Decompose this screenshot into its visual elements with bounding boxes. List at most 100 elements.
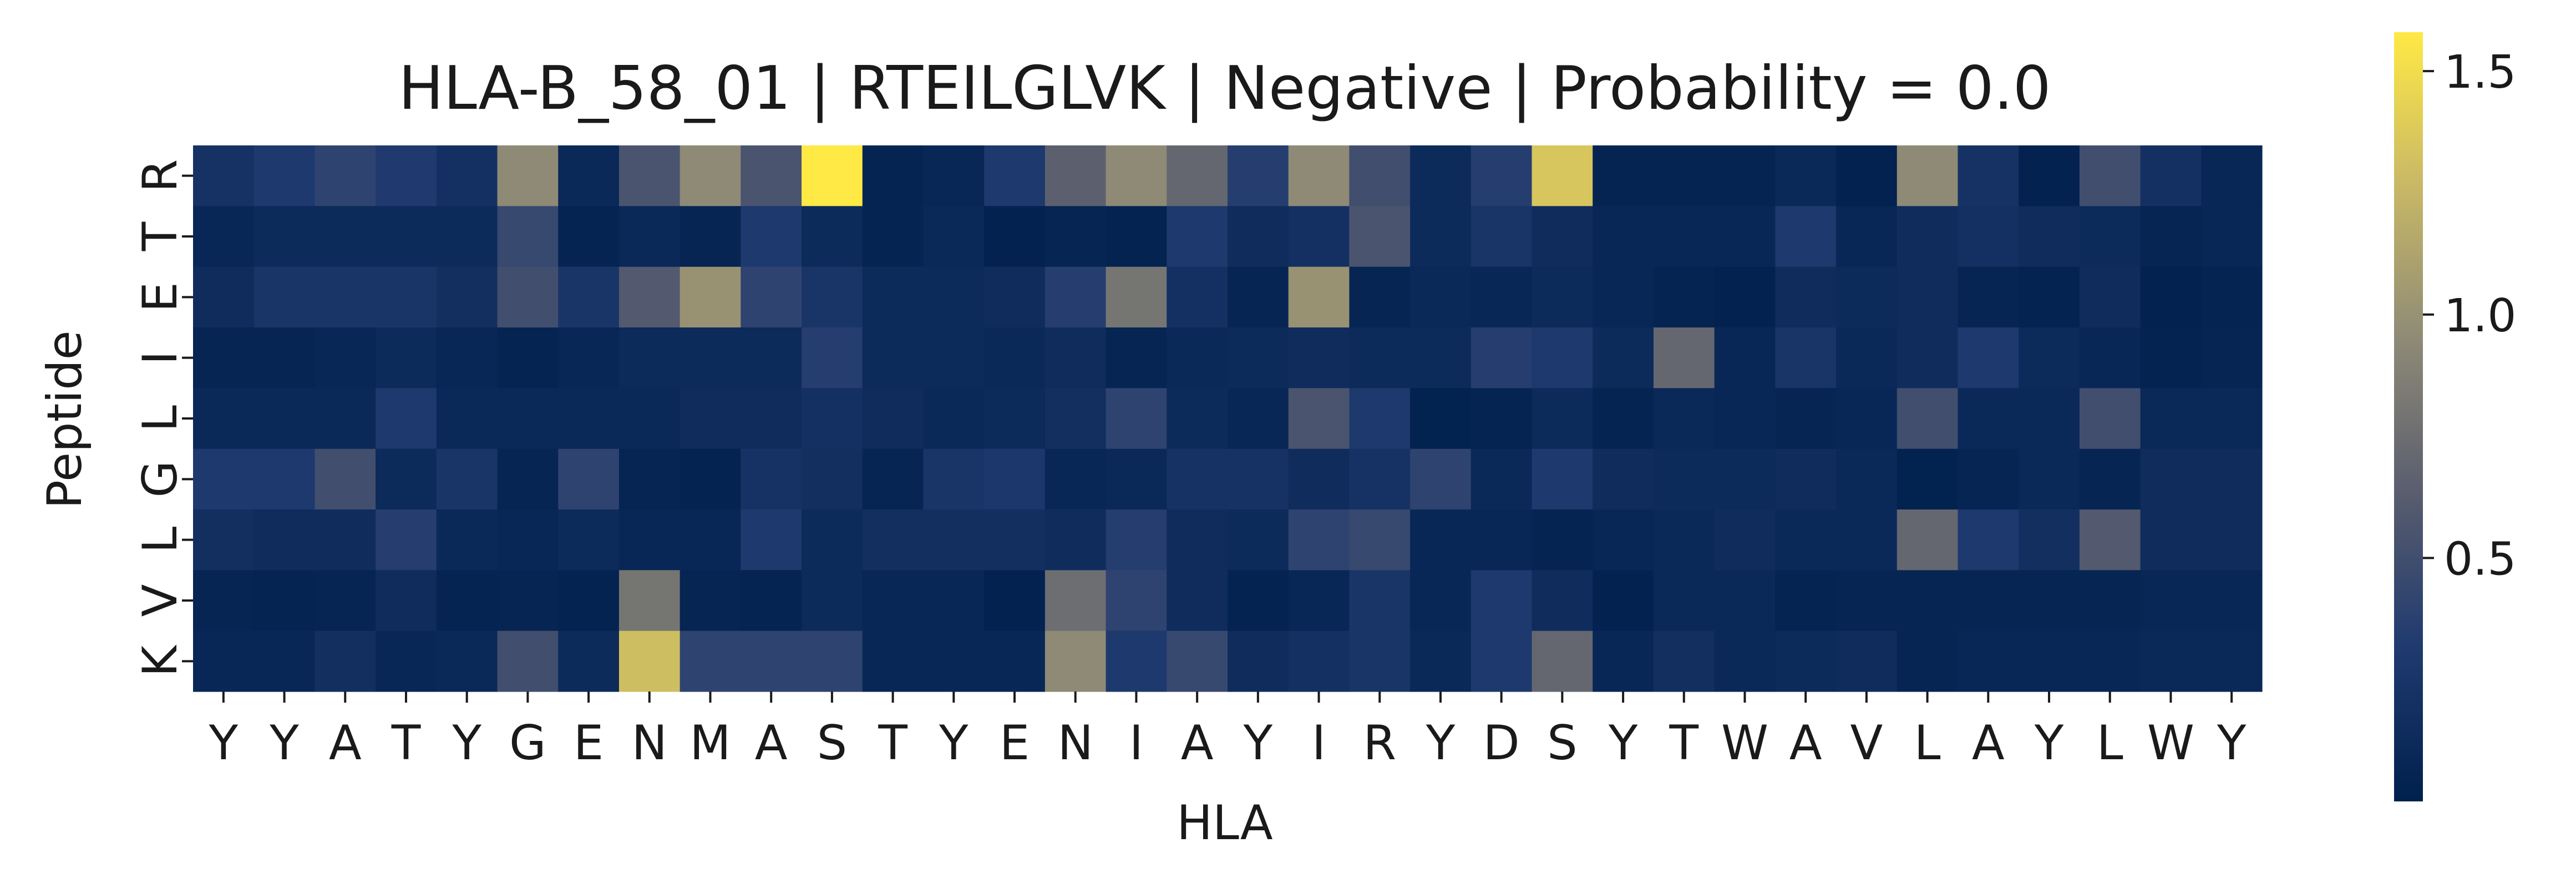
- heatmap-cell: [1896, 206, 1959, 268]
- heatmap-cell: [315, 570, 376, 632]
- heatmap-cell: [1836, 206, 1898, 268]
- heatmap-cell: [1106, 145, 1167, 206]
- heatmap-cell: [1410, 145, 1472, 206]
- heatmap-cell: [558, 570, 620, 632]
- x-tick-label: Y: [1426, 715, 1456, 771]
- heatmap-cell: [680, 570, 741, 632]
- heatmap-cell: [436, 448, 498, 510]
- x-tick-label: W: [1721, 715, 1768, 771]
- heatmap-cell: [193, 145, 255, 206]
- heatmap-cell: [1470, 327, 1533, 388]
- heatmap-cell: [376, 509, 437, 571]
- heatmap-cell: [1532, 206, 1593, 268]
- heatmap-cell: [1288, 570, 1350, 632]
- heatmap-cell: [1775, 388, 1837, 450]
- heatmap-cell: [680, 266, 741, 328]
- heatmap-cell: [1653, 570, 1715, 632]
- heatmap-cell: [1775, 570, 1837, 632]
- heatmap-cell: [315, 206, 376, 268]
- heatmap-cell: [741, 448, 802, 510]
- heatmap-cell: [2201, 145, 2263, 206]
- x-tick-label: A: [1972, 715, 2005, 771]
- heatmap-cell: [618, 145, 681, 206]
- heatmap-cell: [923, 570, 985, 632]
- x-tick-label: L: [2097, 715, 2123, 771]
- heatmap-cell: [802, 206, 863, 268]
- heatmap-cell: [376, 630, 437, 692]
- heatmap-cell: [1044, 570, 1107, 632]
- heatmap-cell: [1167, 145, 1228, 206]
- heatmap-cell: [2019, 448, 2080, 510]
- heatmap-cell: [497, 266, 559, 328]
- heatmap-cell: [1653, 630, 1715, 692]
- heatmap-cell: [1593, 145, 1654, 206]
- heatmap-cell: [497, 448, 559, 510]
- heatmap-cell: [618, 206, 681, 268]
- heatmap-cell: [1593, 570, 1654, 632]
- y-tick-label: G: [133, 461, 188, 498]
- heatmap-cell: [2201, 388, 2263, 450]
- heatmap-cell: [558, 145, 620, 206]
- heatmap-cell: [315, 448, 376, 510]
- heatmap-cell: [1653, 145, 1715, 206]
- heatmap-cell: [1958, 630, 2019, 692]
- x-tick-label: A: [1181, 715, 1214, 771]
- heatmap-cell: [1775, 509, 1837, 571]
- heatmap-cell: [1106, 388, 1167, 450]
- heatmap-cell: [1410, 448, 1472, 510]
- x-tick-label: Y: [1608, 715, 1638, 771]
- x-tick-label: A: [755, 715, 788, 771]
- y-tick-label: E: [133, 282, 188, 312]
- heatmap-cell: [376, 206, 437, 268]
- heatmap-cell: [1714, 388, 1776, 450]
- heatmap-cell: [376, 570, 437, 632]
- heatmap-cell: [618, 570, 681, 632]
- heatmap-cell: [1532, 630, 1593, 692]
- heatmap-cell: [436, 266, 498, 328]
- heatmap-cell: [1896, 145, 1959, 206]
- heatmap-cell: [315, 509, 376, 571]
- heatmap-cell: [558, 266, 620, 328]
- heatmap-cell: [802, 145, 863, 206]
- heatmap-cell: [253, 570, 316, 632]
- heatmap-cell: [1896, 509, 1959, 571]
- heatmap-cell: [802, 630, 863, 692]
- heatmap-cell: [2140, 448, 2202, 510]
- heatmap-cell: [1958, 570, 2019, 632]
- heatmap-cell: [376, 327, 437, 388]
- heatmap-cell: [984, 327, 1046, 388]
- heatmap-cell: [1714, 509, 1776, 571]
- heatmap-cell: [1896, 630, 1959, 692]
- heatmap-cell: [1470, 448, 1533, 510]
- heatmap-cell: [1288, 448, 1350, 510]
- heatmap-cell: [1714, 570, 1776, 632]
- heatmap-cell: [193, 327, 255, 388]
- heatmap-cell: [2140, 206, 2202, 268]
- heatmap-cell: [558, 388, 620, 450]
- x-tick-label: Y: [452, 715, 481, 771]
- heatmap-cell: [558, 630, 620, 692]
- heatmap-cell: [2019, 388, 2080, 450]
- heatmap-cell: [2019, 509, 2080, 571]
- x-tick-label: S: [817, 715, 848, 771]
- heatmap-cell: [2079, 570, 2141, 632]
- heatmap-cell: [1167, 509, 1228, 571]
- heatmap-cell: [1349, 388, 1411, 450]
- heatmap-cell: [2140, 509, 2202, 571]
- heatmap-cell: [862, 630, 924, 692]
- x-tick-label: S: [1547, 715, 1578, 771]
- heatmap-cell: [1896, 570, 1959, 632]
- x-tick-label: R: [1363, 715, 1396, 771]
- heatmap-cell: [2140, 327, 2202, 388]
- heatmap-cell: [1958, 448, 2019, 510]
- heatmap-cell: [1714, 630, 1776, 692]
- heatmap-cell: [1775, 327, 1837, 388]
- y-tick-label: I: [133, 351, 188, 365]
- heatmap-cell: [376, 448, 437, 510]
- heatmap-cell: [2079, 509, 2141, 571]
- heatmap-cell: [1410, 388, 1472, 450]
- heatmap-cell: [193, 266, 255, 328]
- heatmap-cell: [1532, 388, 1593, 450]
- heatmap-cell: [923, 266, 985, 328]
- heatmap-cell: [1836, 145, 1898, 206]
